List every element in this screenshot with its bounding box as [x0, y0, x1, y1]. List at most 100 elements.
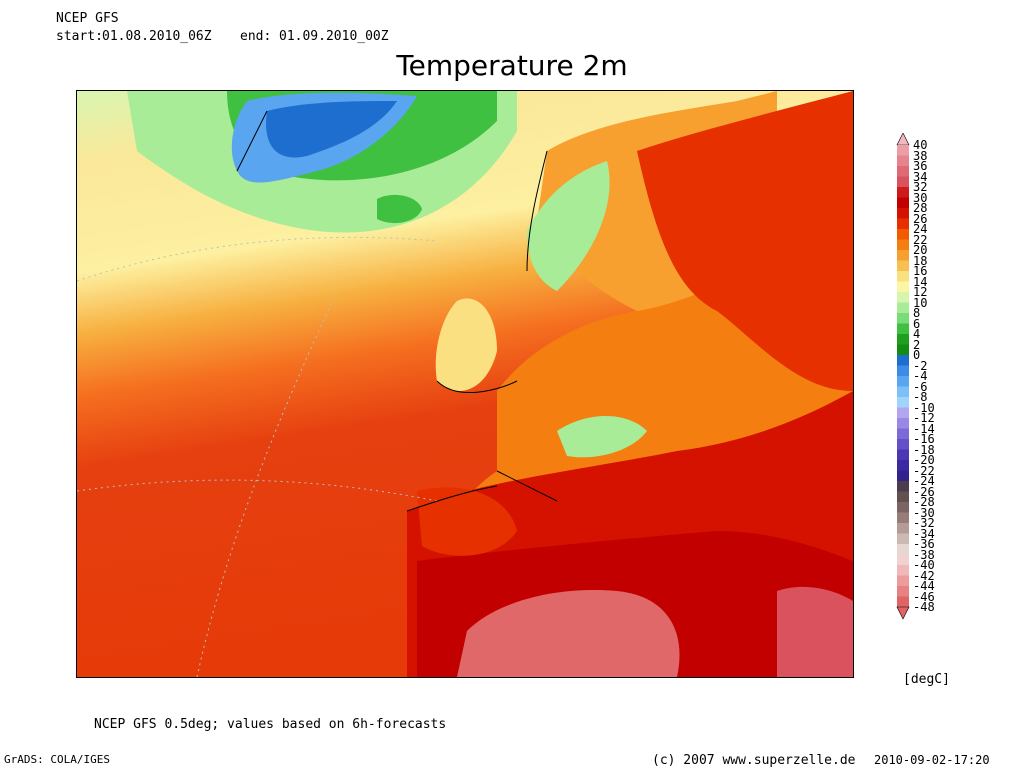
colorbar-swatch — [897, 439, 909, 450]
colorbar-level-label: 30 — [913, 190, 928, 205]
colorbar-swatch — [897, 376, 909, 387]
colorbar-level-label: -10 — [913, 400, 935, 415]
colorbar-swatch — [897, 502, 909, 513]
colorbar-level-label: 40 — [913, 138, 928, 152]
colorbar-swatch — [897, 523, 909, 534]
colorbar-swatch — [897, 313, 909, 324]
colorbar-level-label: -30 — [913, 505, 935, 520]
colorbar-swatch — [897, 512, 909, 524]
colorbar-swatch — [897, 176, 909, 188]
colorbar-level-label: -6 — [913, 379, 928, 394]
colorbar-swatch — [897, 197, 909, 209]
colorbar-swatch — [897, 586, 909, 597]
colorbar-swatch — [897, 397, 909, 408]
timestamp: 2010-09-02-17:20 — [874, 753, 990, 767]
colorbar-level-label: -20 — [913, 453, 935, 467]
colorbar-swatch — [897, 145, 909, 156]
colorbar-swatch — [897, 292, 909, 303]
coastline — [406, 380, 558, 512]
colorbar-level-label: -38 — [913, 547, 935, 562]
colorbar-swatch — [897, 407, 909, 419]
colorbar-level-label: -48 — [913, 600, 935, 614]
end-value: 01.09.2010_00Z — [279, 29, 389, 44]
colorbar-swatch — [897, 533, 909, 545]
start-value: 01.08.2010_06Z — [102, 29, 212, 44]
colorbar-swatch — [897, 208, 909, 219]
colorbar-level-label: -40 — [913, 558, 935, 572]
colorbar-level-label: -28 — [913, 495, 935, 509]
colorbar-swatch — [897, 271, 909, 282]
colorbar-swatch — [897, 250, 909, 261]
colorbar-swatch — [897, 418, 909, 429]
colorbar-swatch — [897, 281, 909, 293]
map-graphic — [77, 91, 853, 677]
graticule-line — [196, 290, 338, 677]
colorbar-level-label: 0 — [913, 348, 921, 362]
colorbar-swatch — [897, 460, 909, 471]
start-label: start: — [56, 29, 103, 44]
colorbar-swatch — [897, 470, 909, 482]
iceland — [377, 194, 422, 224]
colorbar-swatch — [897, 187, 909, 198]
grads-credit: GrADS: COLA/IGES — [4, 753, 110, 766]
colorbar-level-label: 22 — [913, 232, 928, 247]
colorbar-swatch — [897, 565, 909, 576]
colorbar-level-label: -14 — [913, 421, 935, 436]
colorbar-level-label: 24 — [913, 222, 928, 236]
colorbar-swatch — [897, 554, 909, 566]
colorbar-swatch — [897, 334, 909, 345]
colorbar-level-label: 8 — [913, 306, 921, 320]
colorbar-swatch — [897, 386, 909, 398]
colorbar-swatch — [897, 491, 909, 503]
colorbar-swatch — [897, 355, 909, 366]
colorbar-level-label: 32 — [913, 180, 928, 194]
colorbar-level-label: 6 — [913, 316, 921, 331]
colorbar-level-label: -16 — [913, 432, 935, 446]
colorbar-swatch — [897, 575, 909, 587]
colorbar-level-label: -34 — [913, 526, 935, 541]
graticule-line — [77, 479, 438, 502]
end-label: end: — [240, 29, 272, 44]
colorbar-swatch — [897, 449, 909, 461]
colorbar-swatch — [897, 365, 909, 377]
norway-mountains — [527, 161, 610, 291]
colorbar-level-label: -8 — [913, 390, 928, 404]
colorbar-level-label: 28 — [913, 201, 928, 215]
british-isles — [435, 298, 497, 391]
colorbar-swatch — [897, 155, 909, 167]
temperature-map — [76, 90, 854, 678]
colorbar-swatch — [897, 344, 909, 356]
colorbar-level-label: -12 — [913, 411, 935, 425]
colorbar-max-arrow — [896, 132, 910, 146]
colorbar-level-label: 4 — [913, 327, 921, 341]
colorbar-swatch — [897, 323, 909, 335]
unit-label: [degC] — [903, 672, 950, 687]
alps — [557, 416, 647, 458]
colorbar-level-label: 36 — [913, 159, 928, 173]
colorbar-level-label: -36 — [913, 537, 935, 551]
colorbar-level-label: -44 — [913, 579, 935, 593]
colorbar-level-label: -4 — [913, 369, 928, 383]
sahara-hot — [457, 590, 680, 677]
colorbar-swatch — [897, 218, 909, 230]
model-name: NCEP GFS — [56, 11, 119, 26]
colorbar-level-label: 20 — [913, 243, 928, 257]
colorbar-level-label: -26 — [913, 484, 935, 499]
colorbar-level-label: 12 — [913, 285, 928, 299]
russia-warm — [637, 91, 853, 391]
footer-note: NCEP GFS 0.5deg; values based on 6h-fore… — [94, 717, 447, 732]
colorbar-level-label: 34 — [913, 169, 928, 184]
colorbar-swatch — [897, 481, 909, 492]
east-hot — [777, 586, 853, 677]
color-legend: 40 38 36 34 32 30 28 26 24 22 20 18 16 14 12 10 8 6 4 2 0 -2-… — [896, 132, 935, 631]
colorbar-level-label: 16 — [913, 264, 928, 278]
colorbar-level-label: -24 — [913, 474, 935, 488]
map-title: Temperature 2m — [396, 49, 628, 82]
glacier-core — [266, 101, 397, 158]
colorbar-min-arrow — [896, 606, 910, 620]
colorbar-swatch — [897, 260, 909, 272]
colorbar-level-label: -42 — [913, 568, 935, 583]
colorbar-level-label: -18 — [913, 442, 935, 457]
iberia — [417, 487, 517, 556]
colorbar-swatch — [897, 302, 909, 314]
